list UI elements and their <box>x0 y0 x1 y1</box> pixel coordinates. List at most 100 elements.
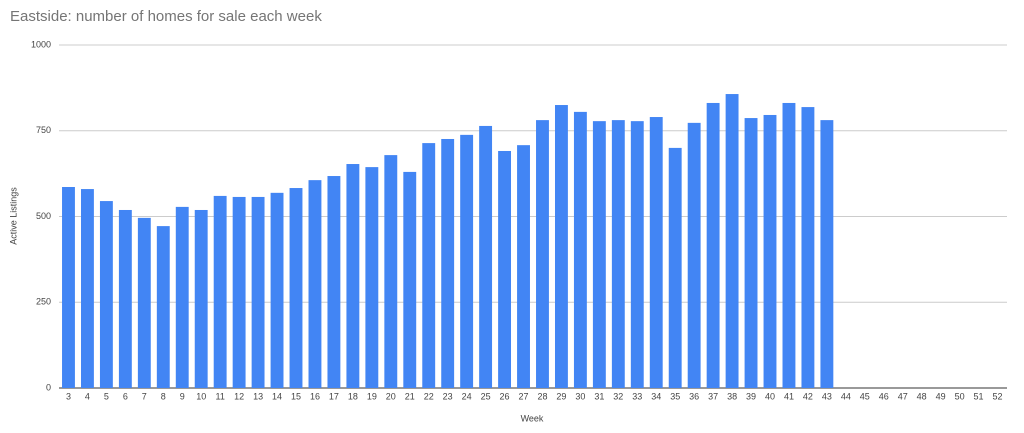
x-tick-label: 27 <box>519 391 529 401</box>
bar <box>403 171 417 388</box>
x-tick-label: 16 <box>310 391 320 401</box>
y-tick-label: 750 <box>36 125 51 135</box>
x-tick-label: 51 <box>974 391 984 401</box>
x-tick-label: 21 <box>405 391 415 401</box>
x-tick-label: 22 <box>424 391 434 401</box>
bar <box>460 134 474 388</box>
x-tick-label: 31 <box>594 391 604 401</box>
x-tick-label: 37 <box>708 391 718 401</box>
x-tick-label: 15 <box>291 391 301 401</box>
bar <box>479 125 493 388</box>
x-tick-label: 33 <box>632 391 642 401</box>
x-tick-label: 10 <box>196 391 206 401</box>
bar <box>365 167 379 388</box>
bar <box>308 180 322 388</box>
bar <box>820 120 834 388</box>
x-tick-label: 4 <box>85 391 90 401</box>
x-tick-label: 23 <box>443 391 453 401</box>
x-tick-label: 9 <box>180 391 185 401</box>
y-tick-label: 250 <box>36 297 51 307</box>
x-tick-label: 35 <box>670 391 680 401</box>
x-tick-label: 17 <box>329 391 339 401</box>
bar <box>592 121 606 389</box>
x-tick-label: 49 <box>936 391 946 401</box>
bar <box>194 209 208 388</box>
x-tick-label: 45 <box>860 391 870 401</box>
bar <box>99 201 113 388</box>
bar <box>536 120 549 388</box>
bar <box>725 94 739 388</box>
bar <box>175 206 189 388</box>
y-axis-label: Active Listings <box>8 187 18 245</box>
x-tick-label: 6 <box>123 391 128 401</box>
bar <box>232 196 246 388</box>
bar <box>763 114 777 389</box>
x-tick-label: 14 <box>272 391 282 401</box>
bar <box>517 145 530 388</box>
x-tick-label: 30 <box>575 391 585 401</box>
bar <box>137 217 151 388</box>
x-tick-label: 46 <box>879 391 889 401</box>
y-tick-label: 1000 <box>31 39 51 49</box>
x-tick-label: 20 <box>386 391 396 401</box>
bar <box>649 117 663 388</box>
bar <box>118 209 132 388</box>
x-tick-label: 12 <box>234 391 244 401</box>
bar <box>156 226 170 388</box>
x-tick-label: 42 <box>803 391 813 401</box>
bar <box>782 102 796 388</box>
x-tick-label: 41 <box>784 391 794 401</box>
x-tick-label: 24 <box>462 391 472 401</box>
bar <box>554 105 568 389</box>
x-tick-label: 43 <box>822 391 832 401</box>
bar <box>80 189 94 388</box>
x-tick-label: 36 <box>689 391 699 401</box>
bar <box>630 121 644 389</box>
x-tick-label: 3 <box>66 391 71 401</box>
x-tick-label: 47 <box>898 391 908 401</box>
x-tick-label: 18 <box>348 391 358 401</box>
x-tick-label: 52 <box>993 391 1003 401</box>
x-tick-label: 29 <box>556 391 566 401</box>
bar <box>706 102 720 388</box>
bar <box>62 187 75 388</box>
x-tick-label: 40 <box>765 391 775 401</box>
x-tick-label: 44 <box>841 391 851 401</box>
bar <box>687 122 701 389</box>
x-tick-label: 7 <box>142 391 147 401</box>
x-tick-label: 5 <box>104 391 109 401</box>
bar <box>422 143 436 388</box>
x-tick-label: 34 <box>651 391 661 401</box>
x-tick-label: 11 <box>215 391 224 401</box>
bar <box>384 155 398 388</box>
x-tick-label: 39 <box>746 391 756 401</box>
bar <box>611 120 625 388</box>
y-tick-label: 0 <box>46 382 51 392</box>
x-tick-label: 19 <box>367 391 377 401</box>
y-tick-label: 500 <box>36 211 51 221</box>
bar <box>251 196 265 388</box>
x-tick-label: 8 <box>161 391 166 401</box>
bar <box>270 192 284 388</box>
bar <box>498 150 512 388</box>
x-tick-label: 13 <box>253 391 263 401</box>
x-tick-label: 38 <box>727 391 737 401</box>
bar <box>327 176 341 388</box>
x-tick-label: 26 <box>500 391 510 401</box>
bar <box>346 164 360 388</box>
x-tick-label: 50 <box>955 391 965 401</box>
bar <box>573 111 587 388</box>
bar <box>441 138 455 388</box>
bar <box>801 107 815 388</box>
bar <box>289 188 303 388</box>
chart-title: Eastside: number of homes for sale each … <box>10 8 322 25</box>
bar <box>744 118 758 389</box>
x-axis-label: Week <box>521 413 544 423</box>
bar <box>668 147 682 388</box>
bar <box>213 195 227 388</box>
x-tick-label: 32 <box>613 391 623 401</box>
x-tick-label: 48 <box>917 391 927 401</box>
x-tick-label: 25 <box>481 391 491 401</box>
